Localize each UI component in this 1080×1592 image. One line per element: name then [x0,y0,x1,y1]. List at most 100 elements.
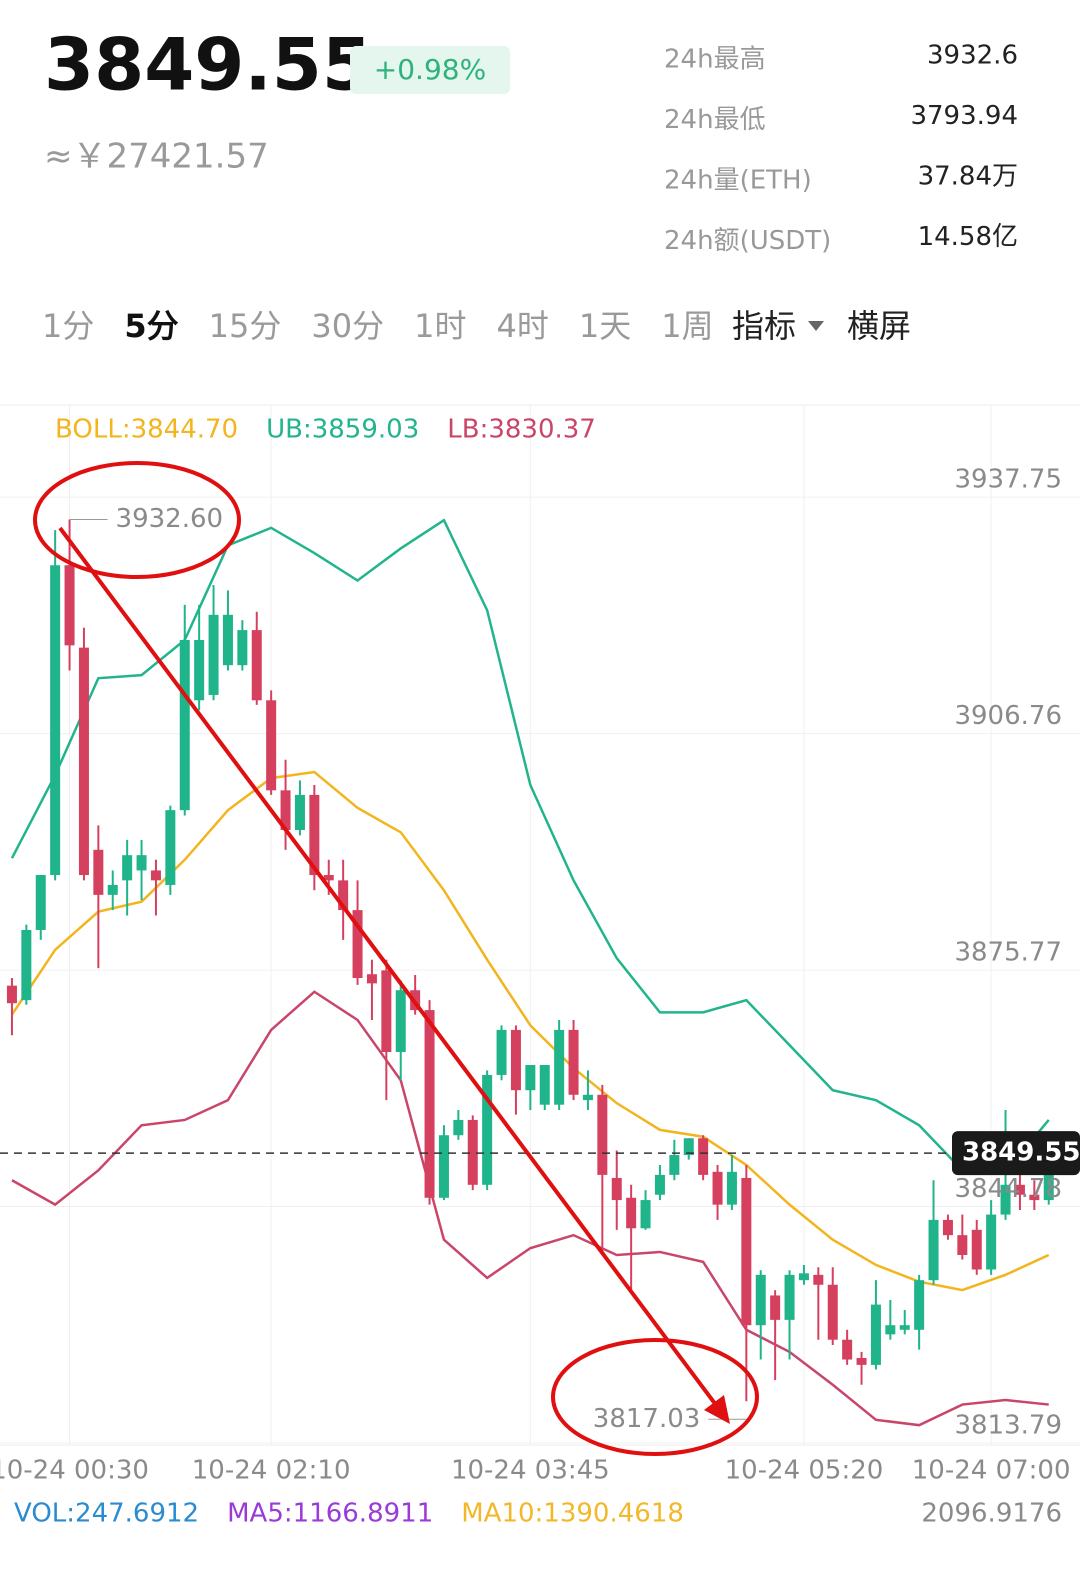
stat-label: 24h额(USDT) [664,226,831,256]
interval-tab[interactable]: 15分 [209,307,282,345]
candle-body [957,1235,968,1256]
candle-body [770,1295,781,1320]
candle-body [150,870,161,881]
stat-label: 24h最高 [664,45,766,75]
candle-body [1043,1159,1054,1201]
candle-body [798,1273,809,1281]
candle-body [842,1339,853,1360]
interval-tab[interactable]: 1周 [661,307,713,345]
candle-body [64,565,75,646]
candle-body [654,1174,665,1195]
stat-label: 24h最低 [664,105,766,135]
min-label: 3817.03 [593,1404,701,1434]
stat-value: 3793.94 [910,101,1018,131]
cny-price: ≈￥27421.57 [44,137,269,177]
change: +0.98% [374,53,486,86]
candle-body [611,1177,622,1201]
candle-body [986,1214,997,1270]
stats: 24h最高 3932.6 24h最低 3793.94 24h量(ETH) 37.84万 24… [664,41,1018,257]
candle-body [525,1065,536,1091]
candle-body [194,640,205,701]
stat-label: 24h量(ETH) [664,166,812,196]
candle-body [222,614,233,666]
candle-body [366,974,377,984]
circle [551,1338,759,1456]
candle-body [323,875,334,881]
candle-body [78,647,89,876]
candle-body [482,1074,493,1185]
legend-entry: LB:3830.37 [447,415,596,445]
candle-body [870,1304,881,1365]
interval-tab[interactable]: 4时 [497,307,549,345]
candle-body [352,910,363,979]
candle-body [424,1010,435,1198]
circle [33,461,241,579]
candle-body [136,855,147,871]
candle-body [510,1029,521,1091]
candle-body [453,1119,464,1136]
candle-body [755,1274,766,1326]
candle-body [885,1325,896,1335]
candle-body [21,929,32,1001]
candle-body [741,1177,752,1326]
interval-tab[interactable]: 1天 [579,307,631,345]
x-tick-label: 10-24 02:10 [192,1456,351,1486]
volume-legend: MA5:1166.8911 [227,1499,433,1529]
legend: BOLL:3844.70 UB:3859.03 LB:3830.37 [55,415,596,445]
candle-body [640,1200,651,1229]
interval-tab[interactable]: 1时 [414,307,466,345]
chart: 10-24 00:30 10-24 02:10 10-24 03:45 10-24 0… [0,405,1080,1529]
candle-body [50,565,61,876]
candle-body [395,990,406,1053]
candle-body [971,1229,982,1270]
candle-body [237,630,248,666]
stat-value: 37.84万 [918,162,1018,192]
candle-body [784,1274,795,1320]
legend-entry: UB:3859.03 [266,415,419,445]
band-line [10,770,1050,1292]
candle-body [338,880,349,911]
y-tick-label: 3875.77 [954,938,1062,968]
y-tick-label: 3844.78 [954,1174,1062,1204]
y-tick-label: 3937.75 [954,465,1062,495]
volume-legend: VOL:247.6912 [14,1499,199,1529]
candle-body [309,794,320,876]
candle-body [6,985,17,1004]
x-tick-label: 10-24 05:20 [725,1456,884,1486]
arrow-shaft [58,526,718,1407]
candle-body [1014,1184,1025,1195]
candle-body [496,1029,507,1075]
candle-body [683,1138,694,1156]
tabs: 1分 5分 15分 30分 1时 4时 1天 1周 [42,307,714,345]
candle-body [726,1171,737,1205]
interval-tab[interactable]: 1分 [42,307,94,345]
landscape-tab[interactable]: 横屏 [847,307,911,345]
candle-body [582,1094,593,1101]
user-annotation [33,461,759,1456]
candle-body [107,884,118,895]
dropdown-arrow [808,321,824,331]
candle-body [698,1138,709,1175]
interval-tab[interactable]: 5分 [124,307,178,345]
candle-body [467,1119,478,1185]
band-line [11,990,1049,1427]
candle-body [93,849,104,895]
candle-body [942,1219,953,1236]
candle-body [914,1280,925,1330]
candle-body [165,810,176,885]
volume-tick-label: 2096.9176 [921,1499,1062,1529]
candle-body [813,1274,824,1285]
candle-body [294,794,305,831]
interval-tab[interactable]: 30分 [311,307,384,345]
last-price-box [952,1131,1080,1176]
arrow-head [704,1395,730,1424]
candle-body [539,1065,550,1105]
indicator-tab[interactable]: 指标 [732,307,796,345]
price: 3849.55 [44,23,372,107]
candle-body [856,1358,867,1365]
y-tick-label: 3813.79 [954,1411,1062,1441]
last-price-label: 3849.55 [962,1138,1080,1168]
candle-body [827,1284,838,1340]
